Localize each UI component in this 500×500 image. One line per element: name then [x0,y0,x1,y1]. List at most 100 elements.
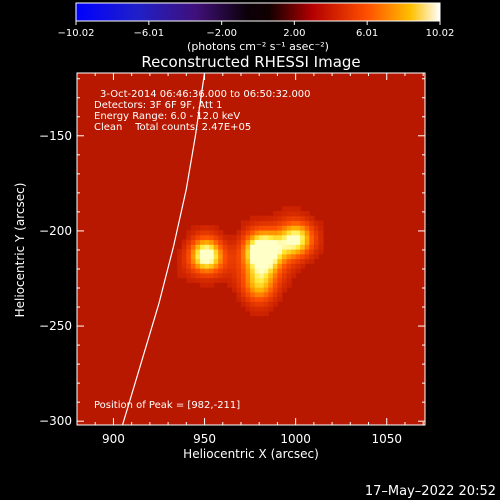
heatmap-cell [281,263,288,269]
heatmap-cell [177,258,183,264]
heatmap-cell [209,244,215,250]
heatmap-cell [240,301,247,307]
heatmap-cell [277,296,283,302]
heatmap-cell [295,249,301,255]
heatmap-cell [291,234,297,241]
heatmap-cell [254,220,260,226]
heatmap-cell [268,234,274,241]
heatmap-cell [177,268,183,274]
heatmap-cell [250,287,256,293]
heatmap-cell [245,291,251,298]
heatmap-cell [245,282,251,288]
heatmap-cell [240,234,247,241]
heatmap-cell [195,268,201,274]
heatmap-cell [245,234,251,241]
heatmap-cell [286,229,292,236]
heatmap-cell [268,263,274,269]
annotation-peak: Position of Peak = [982,-211] [94,400,240,411]
heatmap-cell [277,287,283,293]
heatmap-cell [300,210,306,217]
heatmap-cell [190,249,197,255]
heatmap-cell [204,253,210,260]
heatmap-cell [240,268,247,274]
heatmap-cell [231,263,238,269]
heatmap-cell [295,244,301,250]
heatmap-cell [295,220,301,226]
heatmap-cell [250,239,256,245]
heatmap-cell [277,277,283,283]
heatmap-cell [286,272,292,279]
heatmap-cell [222,239,228,245]
heatmap-cell [186,239,192,245]
heatmap-cell [199,234,206,241]
heatmap-cell [318,225,324,231]
heatmap-cell [236,272,242,279]
heatmap-cell [300,258,306,264]
heatmap-cell [291,239,297,245]
heatmap-cell [254,263,260,269]
heatmap-cell [281,220,288,226]
heatmap-cell [227,244,233,250]
heatmap-cell [245,277,251,283]
heatmap-cell [295,234,301,241]
x-tick-label: 1000 [280,432,311,446]
heatmap-cell [300,239,306,245]
heatmap-cell [195,277,201,283]
plot-area: 900 950 1000 1050 −150 −200 −250 −300 3-Oct-201… [39,72,426,446]
heatmap-cell [209,258,215,264]
heatmap-cell [272,296,279,302]
heatmap-cell [291,263,297,269]
heatmap-cell [300,215,306,222]
heatmap-cell [254,296,260,302]
heatmap-cell [236,229,242,236]
heatmap-cell [291,249,297,255]
heatmap-cell [250,268,256,274]
heatmap-cell [259,249,265,255]
heatmap-cell [250,301,256,307]
y-tick-label: −250 [39,319,72,333]
heatmap-cell [286,244,292,250]
heatmap-cell [313,229,320,236]
heatmap-cell [199,268,206,274]
heatmap-cell [209,272,215,279]
heatmap-cell [209,249,215,255]
heatmap-cell [227,268,233,274]
heatmap-cell [295,215,301,222]
heatmap-cell [213,277,219,283]
heatmap-cell [222,253,228,260]
heatmap-cell [254,253,260,260]
heatmap-cell [281,282,288,288]
heatmap-cell [309,225,315,231]
annotation-clean: Clean Total counts: 2.47E+05 [94,122,251,133]
heatmap-cell [281,225,288,231]
heatmap-cell [272,249,279,255]
heatmap-cell [300,263,306,269]
heatmap-cell [286,263,292,269]
heatmap-cell [313,225,320,231]
heatmap-cell [277,282,283,288]
heatmap-cell [245,225,251,231]
heatmap-cell [250,263,256,269]
colorbar-tick-label: 6.01 [356,28,378,39]
heatmap-cell [277,272,283,279]
heatmap-cell [268,220,274,226]
heatmap-cell [222,258,228,264]
heatmap-cell [313,244,320,250]
heatmap-cell [304,258,310,264]
colorbar-tick-label: −10.02 [57,28,94,39]
heatmap-cell [227,234,233,241]
heatmap-cell [281,234,288,241]
heatmap-cell [268,277,274,283]
heatmap-cell [190,258,197,264]
heatmap-cell [313,239,320,245]
heatmap-cell [254,225,260,231]
heatmap-cell [281,239,288,245]
heatmap-cell [245,306,251,312]
heatmap-cell [231,272,238,279]
heatmap-cell [209,268,215,274]
heatmap-cell [250,225,256,231]
heatmap-cell [304,210,310,217]
heatmap-cell [213,272,219,279]
heatmap-cell [236,249,242,255]
heatmap-cell [254,249,260,255]
